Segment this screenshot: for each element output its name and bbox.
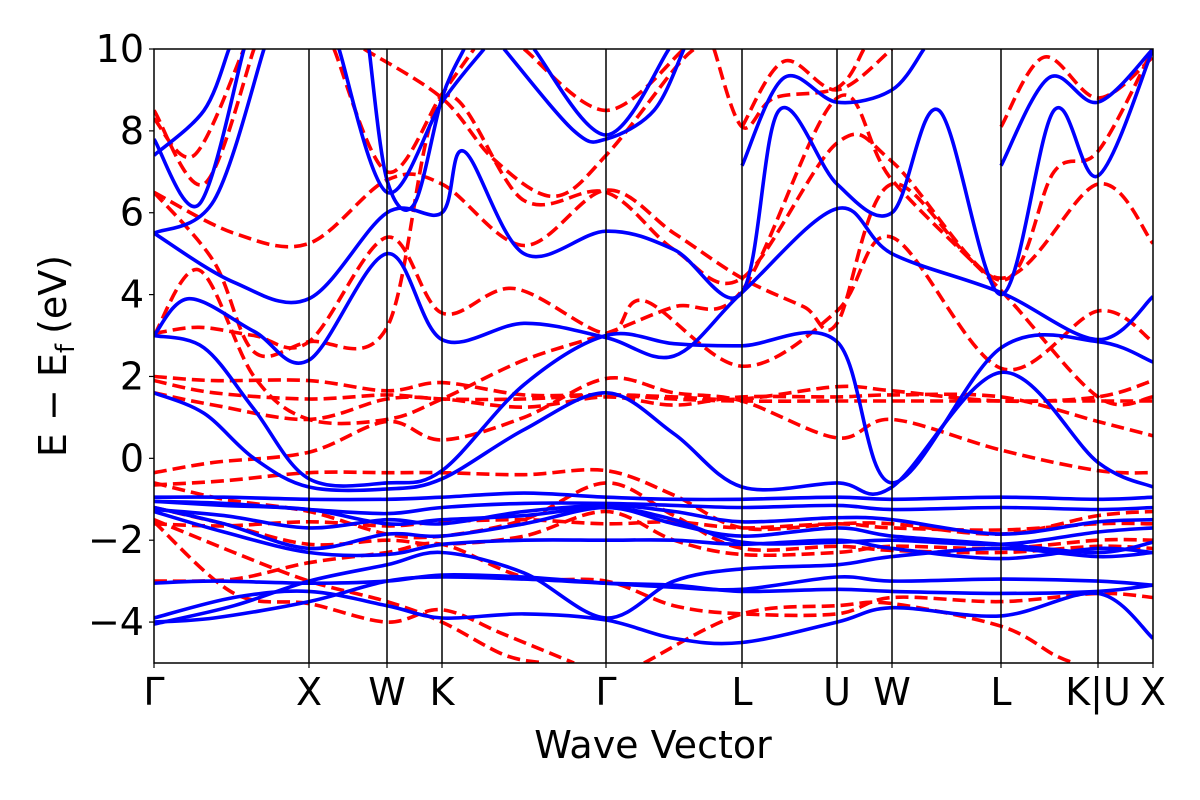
spin-down-band-7 (154, 518, 545, 663)
spin-down-band-9 (154, 520, 575, 663)
spin-down-band-18 (154, 49, 246, 160)
spin-down-band-24 (999, 55, 1153, 128)
spin-up-band-23 (999, 49, 1153, 167)
spin-down-band-14 (154, 93, 1153, 426)
y-axis-label-unit: (eV) (31, 255, 75, 334)
high-symmetry-lines (308, 49, 1099, 663)
spin-up-band-2 (154, 573, 1153, 592)
spin-down-band-4 (154, 481, 1153, 555)
y-tick-label-3: 2 (120, 354, 144, 398)
spin-down-band-12 (154, 391, 1153, 438)
spin-down-band-22 (740, 49, 894, 128)
spin-down-band-8 (643, 600, 1075, 663)
spin-up-band-3 (154, 546, 1153, 626)
spin-up-band-22 (740, 49, 926, 167)
spin-up-band-12 (154, 330, 1153, 488)
spin-up-band-6 (154, 503, 1153, 536)
spin-up-band-18 (337, 49, 486, 195)
spin-up-band-9 (154, 499, 1153, 547)
spin-up-band-19 (367, 49, 466, 212)
spin-down-band-13 (154, 234, 1153, 372)
x-tick-label-10: X (1140, 670, 1166, 714)
spin-up-band-17 (154, 49, 231, 157)
y-axis-label: E − Ef (eV) (31, 255, 81, 457)
y-tick-label-4: 4 (120, 273, 144, 317)
plot-frame (153, 48, 1154, 664)
spin-down-band-5 (154, 505, 1153, 558)
spin-up-band-8 (154, 491, 1153, 502)
x-axis-ticks: Γ X W K Γ L U W L K|U X (143, 663, 1166, 715)
spin-up-band-14 (154, 49, 1153, 305)
x-tick-label-4: Γ (595, 670, 616, 714)
y-tick-label-1: −2 (88, 518, 144, 562)
x-tick-label-3: K (430, 670, 456, 714)
spin-up-band-11 (154, 370, 1153, 496)
spin-down-band-16 (154, 49, 1153, 359)
y-tick-label-0: −4 (88, 600, 144, 644)
y-axis-label-main: E − E (31, 353, 75, 457)
spin-up-band-10 (154, 509, 1153, 561)
x-tick-label-7: W (873, 670, 911, 714)
spin-down-band-11 (154, 378, 1153, 404)
spin-up-band-15 (154, 49, 266, 235)
spin-up-band-21 (532, 49, 671, 137)
x-tick-label-6: U (823, 670, 851, 714)
y-tick-label-6: 8 (120, 109, 144, 153)
x-tick-label-9: K|U (1065, 670, 1131, 715)
y-axis-ticks: −4 −2 0 2 4 6 8 10 (88, 27, 154, 644)
spin-up-band-16 (154, 49, 246, 209)
spin-down-band-15 (154, 172, 1153, 333)
y-tick-label-2: 0 (120, 436, 144, 480)
y-axis-label-subscript: f (51, 343, 81, 353)
x-tick-label-5: L (731, 670, 752, 714)
x-tick-label-1: X (296, 670, 322, 714)
spin-down-band-20 (363, 49, 696, 199)
y-tick-label-5: 6 (120, 191, 144, 235)
y-tick-label-7: 10 (96, 27, 144, 71)
spin-down-band-1 (154, 375, 1153, 475)
x-tick-label-0: Γ (143, 670, 164, 714)
x-axis-label: Wave Vector (534, 723, 772, 767)
x-tick-label-2: W (368, 670, 406, 714)
x-tick-label-8: L (990, 670, 1011, 714)
